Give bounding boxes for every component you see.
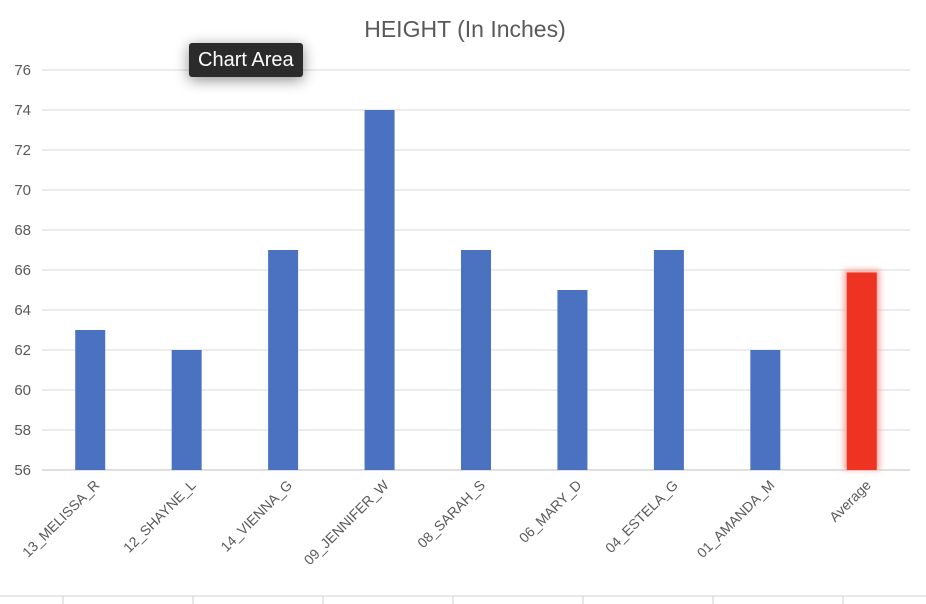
x-tick-label: 12_SHAYNE_L	[120, 477, 199, 556]
x-tick-label: 13_MELISSA_R	[19, 477, 102, 560]
bar-13-melissa-r[interactable]	[75, 330, 106, 470]
y-tick-label: 56	[14, 462, 31, 479]
y-tick-label: 70	[14, 182, 31, 199]
bar-06-mary-d[interactable]	[557, 290, 588, 470]
sheet-cell-borders	[0, 595, 926, 604]
y-tick-label: 72	[14, 142, 31, 159]
y-tick-label: 76	[14, 62, 31, 79]
x-tick-label: 06_MARY_D	[516, 477, 585, 546]
bar-04-estela-g[interactable]	[653, 250, 684, 470]
x-tick-label: 14_VIENNA_G	[217, 477, 295, 555]
x-tick-label: 08_SARAH_S	[414, 477, 488, 551]
bars[interactable]	[75, 110, 880, 470]
y-tick-label: 68	[14, 222, 31, 239]
x-tick-label: 04_ESTELA_G	[602, 477, 681, 556]
y-tick-label: 66	[14, 262, 31, 279]
y-tick-label: 58	[14, 422, 31, 439]
x-tick-label: Average	[826, 477, 874, 525]
bar-average[interactable]	[846, 272, 877, 471]
y-axis-ticks: 56 58 60 62 64 66 68 70 72 74 76	[14, 62, 31, 479]
bar-09-jennifer-w[interactable]	[364, 110, 395, 470]
x-tick-label: 09_JENNIFER_W	[301, 476, 393, 568]
chart-title: HEIGHT (In Inches)	[364, 16, 566, 42]
y-tick-label: 74	[14, 102, 31, 119]
x-tick-label: 01_AMANDA_M	[694, 477, 778, 561]
y-tick-label: 60	[14, 382, 31, 399]
y-tick-label: 64	[14, 302, 31, 319]
bar-08-sarah-s[interactable]	[461, 250, 491, 470]
chart-area-tooltip: Chart Area	[189, 43, 303, 77]
bar-01-amanda-m[interactable]	[750, 350, 781, 470]
bar-14-vienna-g[interactable]	[268, 250, 299, 470]
y-tick-label: 62	[14, 342, 31, 359]
bar-12-shayne-l[interactable]	[171, 350, 202, 470]
x-axis-ticks: 13_MELISSA_R 12_SHAYNE_L 14_VIENNA_G 09_JEN…	[19, 476, 874, 568]
